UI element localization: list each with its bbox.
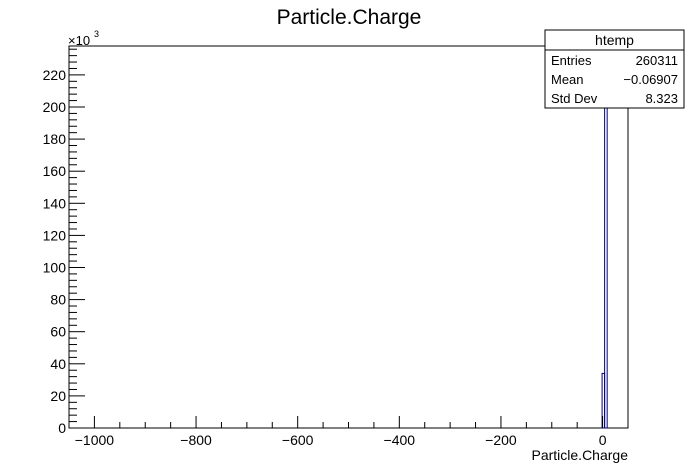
stats-box-title: htemp (595, 32, 634, 48)
y-tick-label: 140 (43, 195, 67, 211)
plot-frame-rect (68, 45, 629, 429)
plot-frame (68, 45, 629, 429)
stats-stddev-value: 8.323 (645, 91, 678, 106)
stats-box: htemp Entries 260311 Mean −0.06907 Std D… (544, 29, 685, 109)
y-axis-multiplier-exponent: 3 (94, 29, 99, 39)
y-tick-label: 0 (58, 420, 66, 436)
stats-mean-value: −0.06907 (623, 72, 678, 87)
x-tick-label: −200 (485, 432, 517, 448)
x-tick-label: −400 (384, 432, 416, 448)
y-tick-label: 120 (43, 227, 67, 243)
y-tick-label: 200 (43, 99, 67, 115)
stats-entries-value: 260311 (636, 53, 678, 68)
x-tick-label: −1000 (75, 432, 115, 448)
stats-mean-label: Mean (551, 72, 584, 87)
x-tick-label: 0 (599, 432, 607, 448)
y-tick-label: 160 (43, 163, 67, 179)
stats-stddev-label: Std Dev (551, 91, 598, 106)
y-tick-label: 180 (43, 131, 67, 147)
x-axis-label: Particle.Charge (532, 447, 629, 463)
stats-entries-label: Entries (551, 53, 592, 68)
x-tick-label: −800 (180, 432, 212, 448)
x-axis: −1000 −800 −600 −400 −200 0 (68, 416, 629, 448)
x-tick-label: −600 (282, 432, 314, 448)
y-axis: 0 20 40 60 80 100 120 140 160 180 200 220 (43, 48, 85, 436)
y-tick-label: 80 (50, 292, 66, 308)
y-tick-label: 60 (50, 324, 66, 340)
y-tick-label: 20 (50, 388, 66, 404)
y-axis-multiplier: ×10 (68, 33, 90, 48)
chart-title: Particle.Charge (277, 6, 422, 29)
y-tick-label: 100 (43, 259, 67, 275)
y-tick-label: 40 (50, 356, 66, 372)
y-tick-label: 220 (43, 67, 67, 83)
